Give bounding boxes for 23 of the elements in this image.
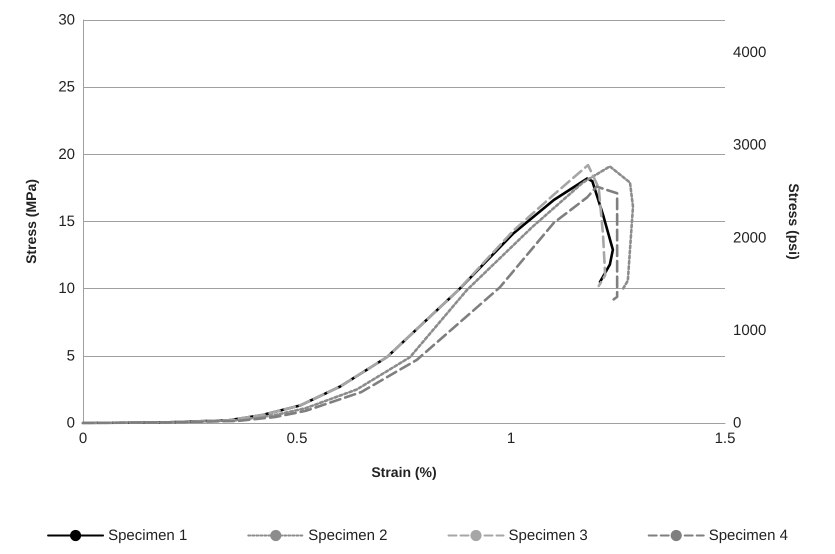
legend-label: Specimen 1 <box>108 527 188 544</box>
x-tick-label: 1 <box>506 430 516 447</box>
y-tick-label: 10 <box>58 280 75 298</box>
x-tick-label: 0.5 <box>286 430 308 447</box>
y2-tick-label: 4000 <box>733 44 766 62</box>
x-tick-label: 1.5 <box>714 430 736 447</box>
y2-tick-label: 0 <box>733 414 742 432</box>
y2-axis-title: Stress (psi) <box>786 183 802 260</box>
y-tick-label: 15 <box>58 213 75 230</box>
y-axis-title: Stress (MPa) <box>23 179 39 264</box>
y-tick-label: 0 <box>66 414 75 432</box>
legend-label: Specimen 3 <box>508 527 588 544</box>
legend-label: Specimen 2 <box>308 527 388 544</box>
legend-label: Specimen 4 <box>708 527 788 544</box>
y2-tick-label: 1000 <box>733 322 766 339</box>
x-tick-label: 0 <box>78 430 88 447</box>
y2-tick-label: 2000 <box>733 229 766 246</box>
y-tick-label: 20 <box>58 146 75 163</box>
y2-tick-label: 3000 <box>733 136 766 154</box>
y-tick-label: 5 <box>66 347 75 364</box>
y-tick-label: 25 <box>58 78 75 96</box>
x-axis-title: Strain (%) <box>371 464 437 480</box>
y-tick-label: 30 <box>58 12 75 28</box>
